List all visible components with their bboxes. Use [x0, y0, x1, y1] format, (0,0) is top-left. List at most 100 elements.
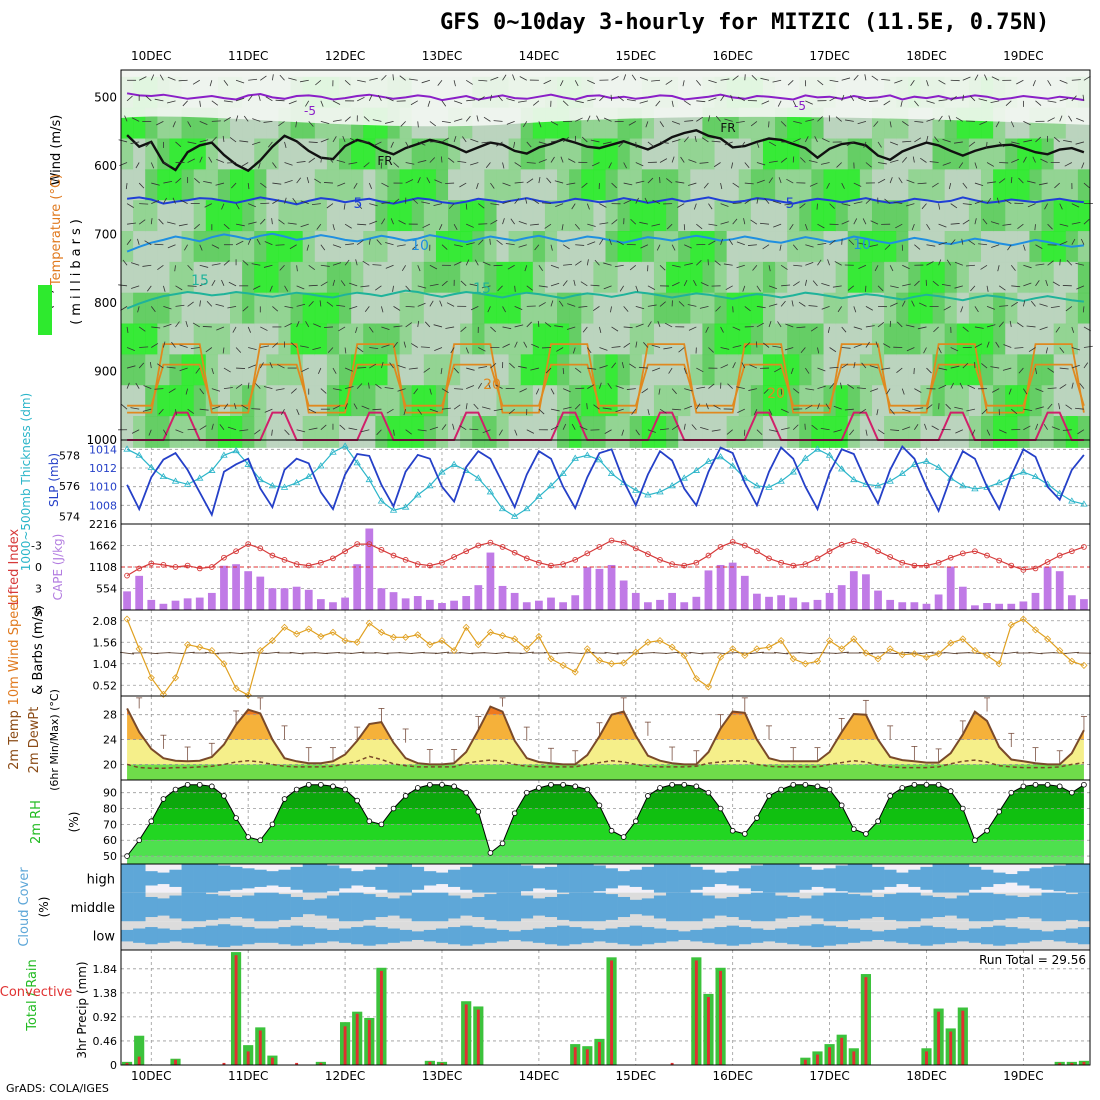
cloud-cell: [799, 866, 812, 890]
rh-point: [475, 808, 482, 815]
rh-cell: [1005, 354, 1018, 387]
wind-barb: [163, 181, 173, 184]
wind-barb: [671, 244, 676, 251]
wind-barb: [137, 306, 140, 313]
cloud-cell: [363, 869, 376, 887]
cloud-cell: [387, 864, 400, 893]
wind-barb: [180, 199, 188, 204]
rh-band: [127, 808, 1084, 825]
wind-barb: [629, 264, 637, 271]
wind-barb: [960, 306, 964, 313]
wind-barb: [966, 408, 976, 412]
li-point: [208, 564, 215, 570]
wind-barb: [877, 322, 885, 328]
precip-convective-bar: [270, 1057, 274, 1065]
wind-barb: [974, 218, 977, 225]
wind-barb: [841, 326, 847, 333]
cloud-cell: [605, 928, 618, 943]
rh-cell: [544, 261, 558, 294]
cape-bar: [147, 599, 156, 610]
rh-cell: [944, 385, 958, 418]
li-point: [402, 556, 409, 563]
wind-barb: [514, 198, 520, 204]
cape-bar: [728, 562, 737, 610]
rh-cell: [460, 261, 473, 294]
rh-cell: [557, 261, 570, 294]
cloud-cell: [157, 898, 170, 916]
wind-barb: [397, 364, 406, 369]
wind-barb: [426, 177, 431, 184]
wind-barb: [602, 141, 612, 145]
wind-barb: [417, 408, 423, 415]
cloud-cell: [641, 866, 655, 890]
cloud-cell: [326, 929, 340, 942]
rh-cell: [569, 323, 582, 356]
wind-barb: [357, 223, 367, 226]
cloud-cell: [302, 864, 316, 893]
wind-barb: [448, 203, 455, 209]
rh-cell: [750, 261, 764, 294]
li-point: [645, 551, 651, 557]
wind-barb: [683, 136, 689, 143]
wind-barb: [187, 265, 193, 271]
rh-cell: [351, 138, 364, 171]
wind-barb: [199, 264, 209, 268]
wind-barb: [194, 177, 200, 184]
cape-bar: [401, 598, 410, 610]
wind-barb: [216, 326, 225, 331]
wind-barb: [384, 121, 394, 124]
rh-cell: [896, 200, 909, 233]
wind-barb: [263, 264, 273, 268]
rh-point: [972, 837, 978, 844]
wind-speed-point: [607, 660, 616, 668]
rh-cell: [193, 231, 207, 263]
wind-barb: [658, 388, 661, 395]
rh-point: [802, 781, 809, 788]
rh-cell: [363, 169, 376, 202]
wind-speed-point: [377, 628, 385, 636]
wind-barb: [573, 279, 576, 286]
cloud-cell: [896, 928, 909, 943]
thickness-point: [268, 482, 277, 489]
wind-barb: [732, 362, 736, 369]
wind-barb: [883, 343, 891, 348]
wind-barb: [829, 239, 836, 246]
wind-barb: [587, 241, 596, 246]
rh-cell: [278, 292, 292, 325]
cloud-cell: [254, 869, 267, 887]
wind-barb: [825, 403, 830, 410]
wind-barb: [933, 326, 939, 333]
thickness-point: [292, 478, 301, 486]
wind-barb: [272, 182, 282, 185]
wind-barb: [677, 203, 685, 208]
li-point: [1068, 548, 1075, 555]
wind-barb: [998, 429, 1007, 434]
rh-cell: [617, 354, 631, 387]
wind-barb: [732, 218, 738, 225]
precip-convective-bar: [137, 1056, 141, 1065]
rh-cell: [629, 292, 643, 325]
wind-barb: [808, 305, 818, 307]
wind-barb: [473, 403, 479, 410]
precip-convective-bar: [610, 960, 614, 1065]
wind-barb: [538, 265, 544, 271]
wind-barb: [125, 183, 128, 190]
li-point: [233, 548, 239, 555]
thickness-point: [426, 482, 434, 489]
wind-barb: [398, 220, 406, 225]
rh-cell: [496, 292, 510, 325]
wind-barb: [1071, 347, 1081, 351]
cloud-cell: [145, 896, 158, 918]
wind-barb: [502, 74, 507, 81]
cloud-layer-label: low: [93, 930, 116, 945]
wind-barb: [118, 284, 128, 287]
wind-barb: [363, 162, 370, 168]
rh-cell: [811, 323, 825, 356]
cloud-cell: [532, 928, 546, 943]
precip-convective-bar: [961, 1010, 965, 1065]
rh-cell: [351, 292, 364, 325]
wind-barb: [1011, 158, 1019, 163]
wind-barb: [1083, 345, 1093, 348]
wind-barb: [720, 326, 724, 333]
